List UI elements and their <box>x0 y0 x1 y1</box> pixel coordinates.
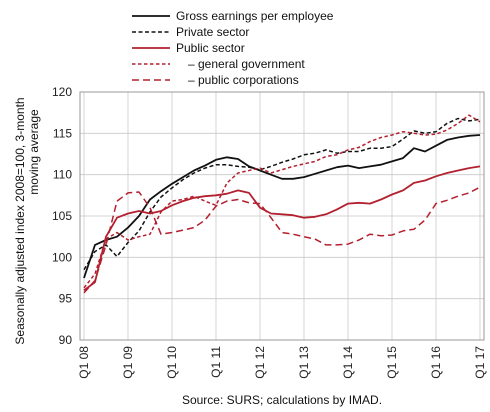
series-line-4 <box>83 186 481 294</box>
x-tick-label: Q1 09 <box>121 346 135 379</box>
legend-label-3: – general government <box>188 57 305 71</box>
x-tick-label: Q1 11 <box>209 346 223 378</box>
legend-label-0: Gross earnings per employee <box>176 9 334 23</box>
x-tick-label: Q1 17 <box>473 346 487 379</box>
x-tick-label: Q1 14 <box>341 346 355 379</box>
legend-label-4: – public corporations <box>188 73 299 87</box>
plot-frame <box>79 91 485 341</box>
y-tick-label: 95 <box>59 292 73 306</box>
series-line-1 <box>83 117 481 271</box>
series-line-0 <box>83 134 481 279</box>
x-tick-label: Q1 13 <box>297 346 311 379</box>
gridlines <box>80 91 484 341</box>
y-tick-label: 100 <box>52 250 72 264</box>
y-axis-title-line-1: Seasonally adjusted index 2008=100, 3-mo… <box>13 97 27 344</box>
x-tick-label: Q1 15 <box>385 346 399 379</box>
legend-label-2: Public sector <box>176 41 245 55</box>
series-line-3 <box>83 114 481 289</box>
y-axis-title-line-2: moving average <box>27 109 41 195</box>
y-tick-label: 115 <box>53 126 72 140</box>
x-tick-label: Q1 12 <box>253 346 267 379</box>
y-tick-label: 105 <box>52 209 72 223</box>
legend: Gross earnings per employee Private secto… <box>132 9 334 87</box>
x-tick-label: Q1 10 <box>165 346 179 379</box>
y-tick-label: 90 <box>59 333 73 347</box>
source-note: Source: SURS; calculations by IMAD. <box>182 393 382 407</box>
series-line-2 <box>83 165 481 292</box>
x-tick-label: Q1 08 <box>77 346 91 379</box>
x-tick-label: Q1 16 <box>429 346 443 379</box>
y-tick-label: 120 <box>52 85 72 99</box>
y-tick-label: 110 <box>53 168 72 182</box>
y-axis-ticks: 90 95 100 105 110 115 120 <box>52 85 72 347</box>
legend-label-1: Private sector <box>176 25 249 39</box>
x-axis-ticks: Q1 08 Q1 09 Q1 10 Q1 11 Q1 12 Q1 13 Q1 14 Q1 15… <box>77 346 487 379</box>
series-layer <box>83 114 481 294</box>
